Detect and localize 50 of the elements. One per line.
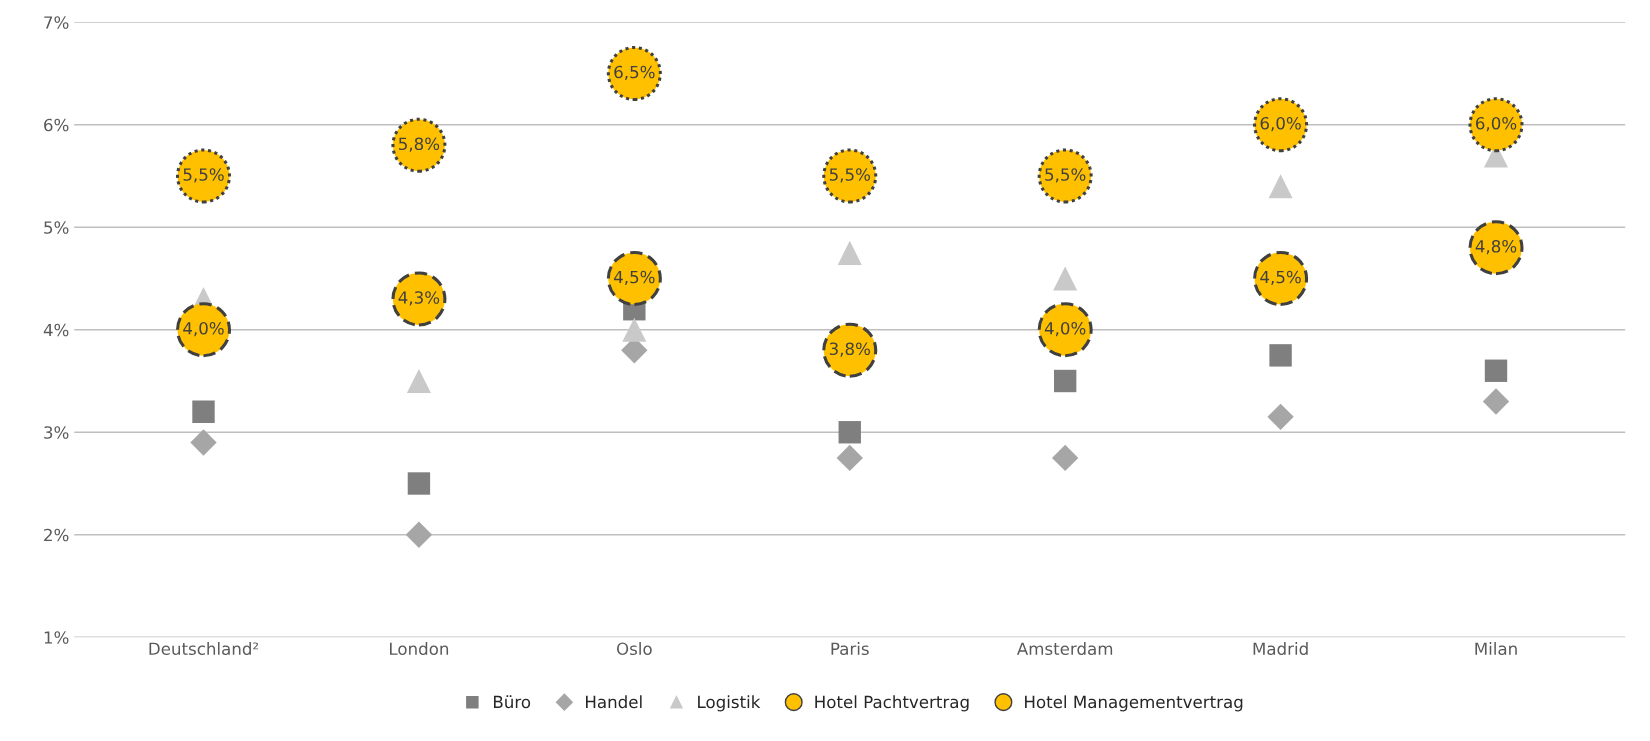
y-tick-label: 6%	[44, 118, 69, 132]
data-label: 5,5%	[183, 168, 224, 183]
point	[1268, 174, 1293, 199]
legend-label: Hotel Managementvertrag	[1025, 695, 1243, 712]
point	[407, 472, 431, 495]
point	[192, 400, 215, 423]
y-tick-label: 7%	[44, 16, 69, 29]
data-label: 4,0%	[1044, 321, 1086, 337]
legend-label: Logistik	[698, 695, 761, 712]
data-label: 4,8%	[1475, 239, 1517, 255]
data-label: 6,0%	[1260, 116, 1301, 132]
x-tick-label: Madrid	[1253, 642, 1308, 656]
point	[1482, 388, 1510, 415]
point	[1053, 266, 1078, 291]
legend-label: Handel	[586, 695, 642, 709]
data-label: 5,5%	[829, 168, 870, 183]
point	[405, 521, 433, 548]
x-tick-label: Amsterdam	[1016, 642, 1113, 656]
data-label: 6,0%	[1475, 116, 1517, 132]
point	[406, 368, 431, 394]
point	[622, 317, 647, 342]
data-label: 4,3%	[398, 291, 440, 306]
data-label: 4,0%	[183, 321, 224, 337]
legend-label: Hotel Pachtvertrag	[815, 695, 969, 712]
data-label: 4,5%	[613, 270, 655, 286]
y-tick-label: 3%	[44, 426, 69, 439]
data-label: 5,5%	[1045, 168, 1086, 183]
point	[836, 444, 863, 472]
x-tick-label: Paris	[831, 642, 869, 656]
data-label: 5,8%	[399, 137, 440, 152]
data-label: 3,8%	[829, 342, 870, 357]
legend-label: Büro	[494, 695, 531, 709]
point	[837, 240, 862, 265]
x-tick-label: London	[390, 642, 449, 656]
data-label: 4,5%	[1260, 270, 1301, 286]
data-label: 6,5%	[614, 65, 655, 81]
point	[1051, 444, 1079, 472]
y-tick-label: 5%	[44, 221, 69, 234]
y-tick-label: 1%	[44, 631, 69, 644]
y-tick-label: 4%	[43, 323, 69, 337]
point	[838, 421, 861, 444]
point	[190, 429, 217, 456]
x-tick-label: Oslo	[616, 642, 652, 656]
x-tick-label: Milan	[1475, 642, 1517, 656]
y-tick-label: 2%	[44, 528, 69, 542]
point	[1053, 369, 1077, 393]
x-tick-label: Deutschland²	[149, 642, 259, 656]
point	[1267, 403, 1294, 431]
point	[1269, 344, 1292, 367]
point	[1484, 359, 1508, 382]
